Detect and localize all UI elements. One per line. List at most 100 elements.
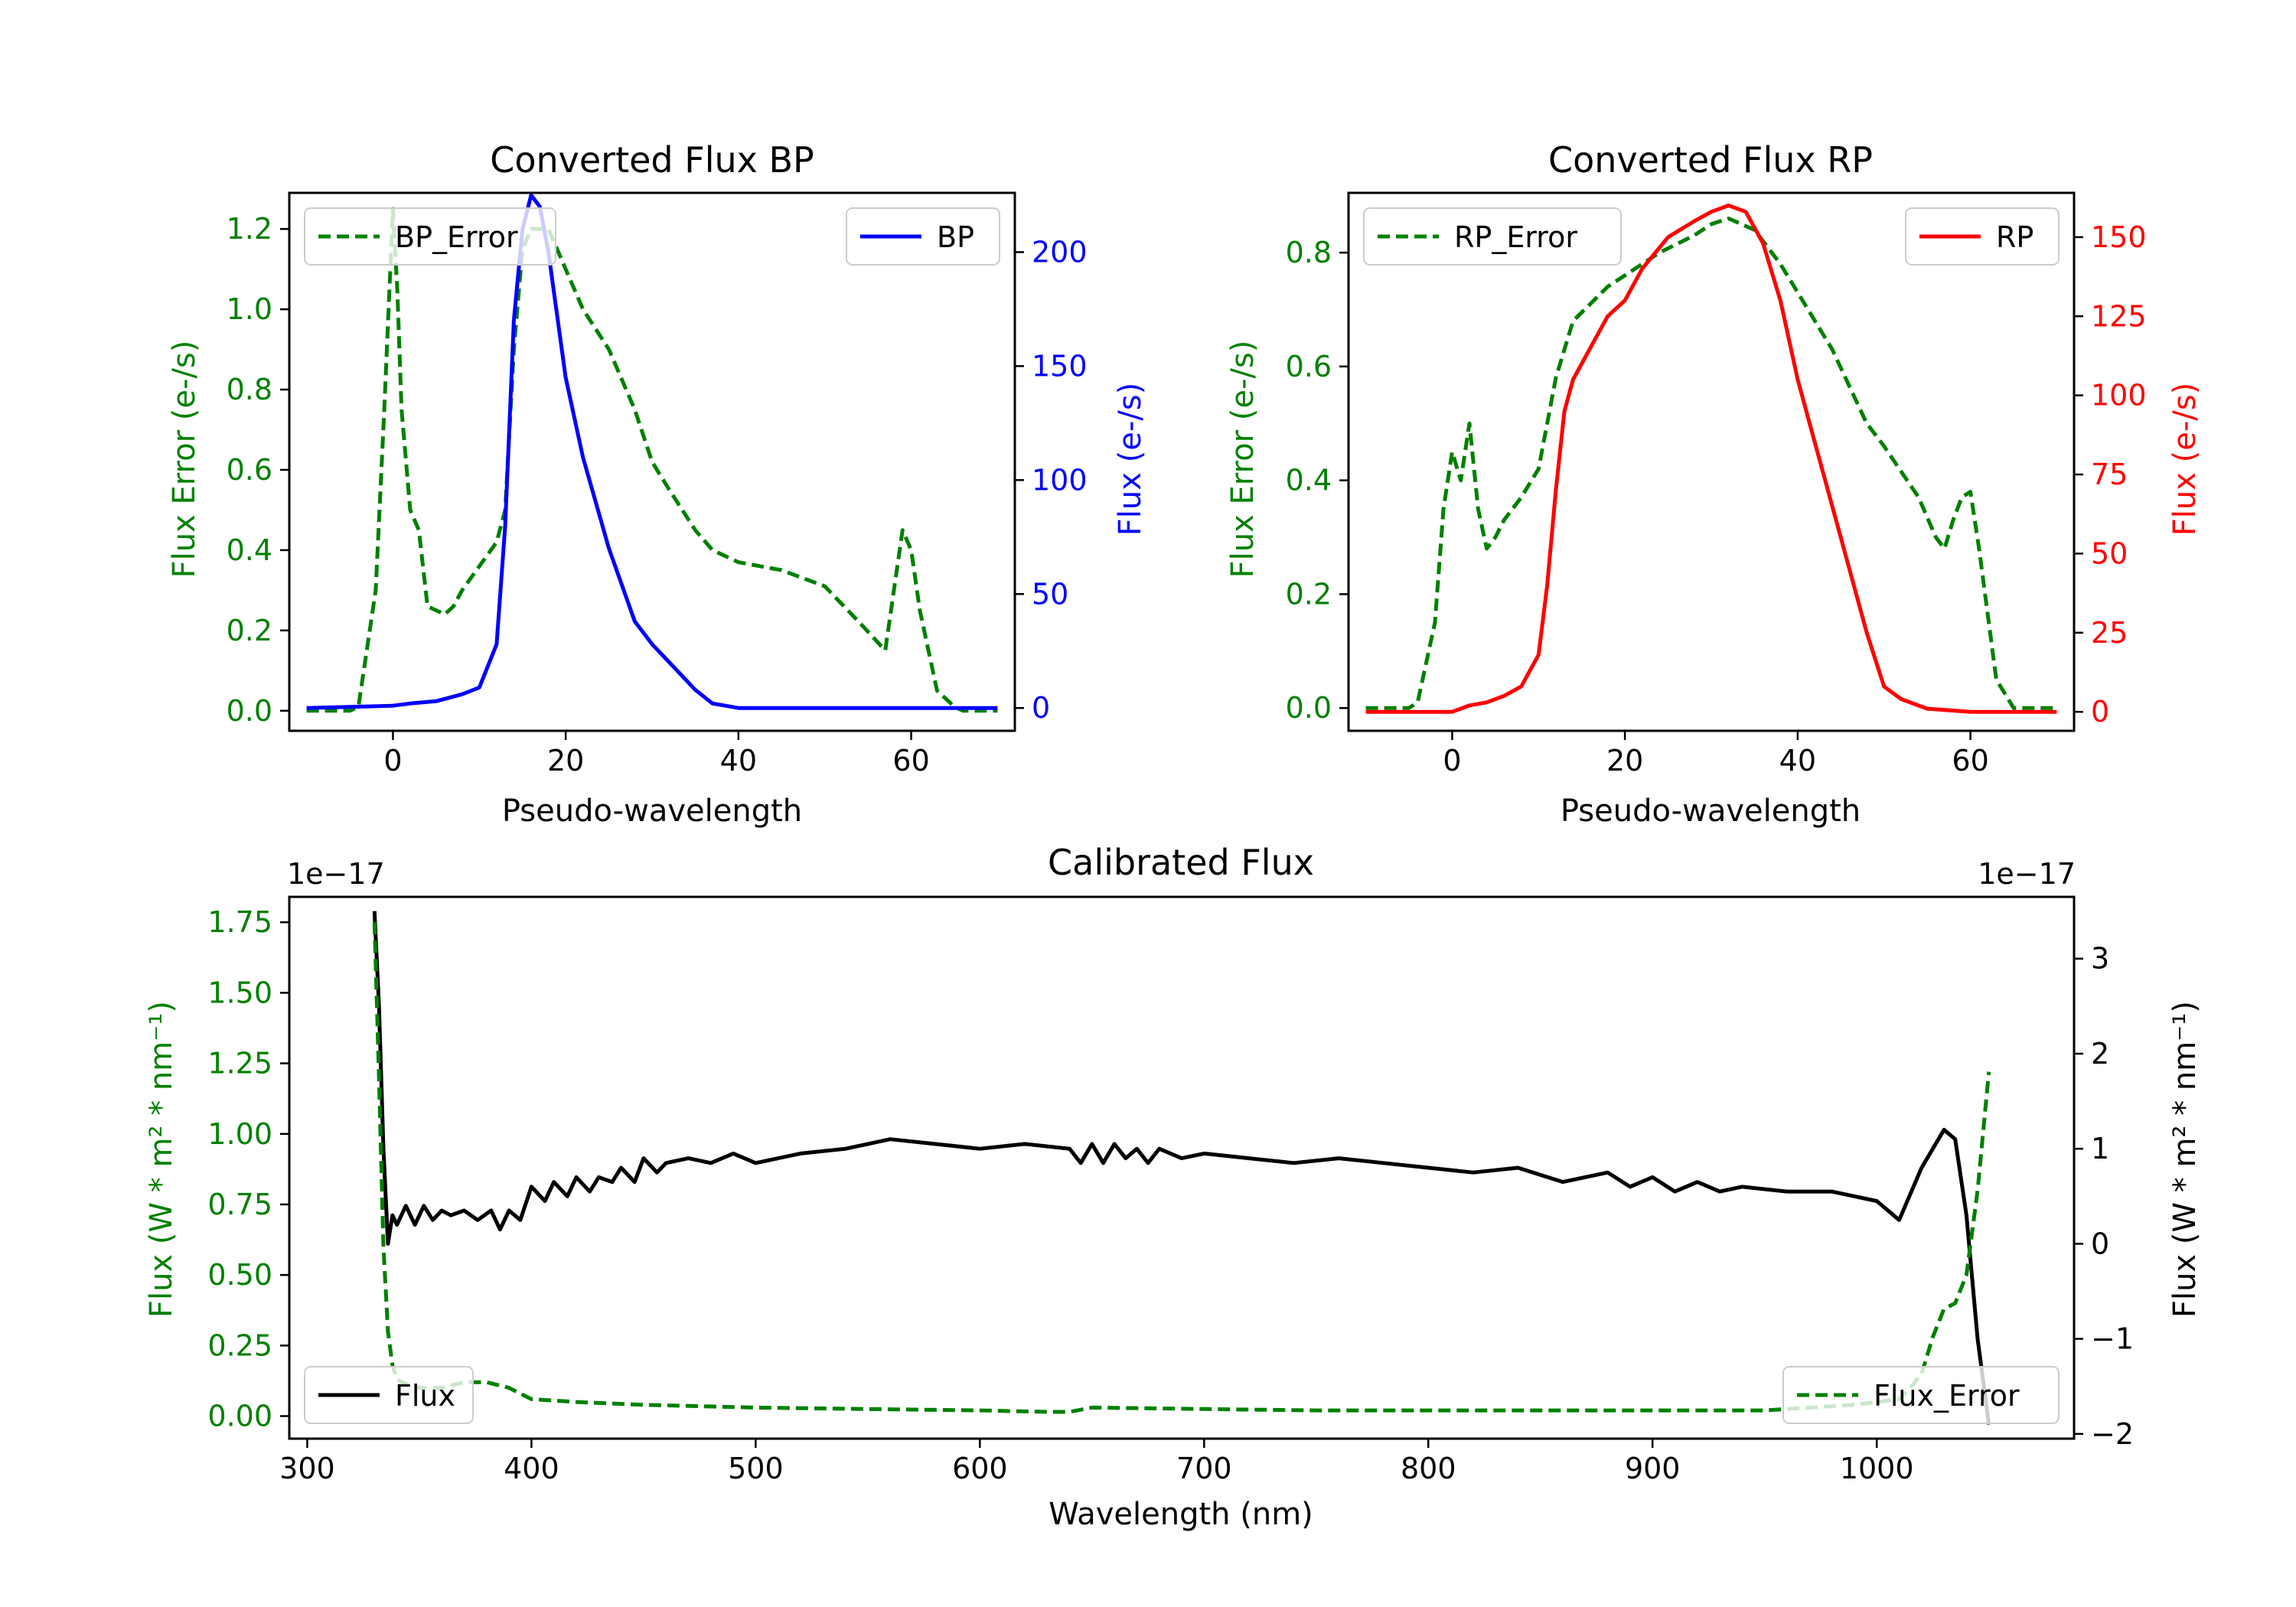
bp-xtick-label: 40 xyxy=(720,744,757,777)
cal-left-offset-label: 1e−17 xyxy=(287,857,385,891)
rp-left-ytick-label: 0.4 xyxy=(1286,464,1332,497)
bp-left-ytick-label: 0.2 xyxy=(227,614,272,647)
cal-xtick-label: 900 xyxy=(1625,1452,1681,1485)
cal-xtick-label: 400 xyxy=(504,1452,559,1485)
bp-xtick-label: 20 xyxy=(547,744,584,777)
rp-right-ytick-label: 100 xyxy=(2091,379,2147,412)
cal-right-offset-label: 1e−17 xyxy=(1978,857,2076,891)
bp-right-ytick-label: 0 xyxy=(1032,691,1050,725)
cal-legend-box xyxy=(304,1366,474,1424)
rp-left-ytick-label: 0.2 xyxy=(1286,577,1332,611)
cal-legend-box xyxy=(1782,1366,2060,1424)
cal-panel: Calibrated Flux 300 400 500 600 700 800 900 100… xyxy=(144,842,2203,1532)
bp-left-ytick-label: 1.2 xyxy=(227,212,272,246)
bp-panel: Converted Flux BP 0 20 40 60 0.0 0.2 0.4 0.6 0.8… xyxy=(167,139,1148,829)
cal-left-ytick-label: 1.50 xyxy=(207,976,272,1009)
rp-legend-rp-error: RP_Error xyxy=(1363,207,1622,266)
cal-legend-flux: Flux xyxy=(304,1366,474,1424)
cal-legend-label: Flux_Error xyxy=(1874,1379,2020,1413)
cal-plot: 300 400 500 600 700 800 900 1000 0.00 0.25 0.50 0.7… xyxy=(207,895,2134,1485)
bp-left-ytick-label: 1.0 xyxy=(227,292,272,326)
bp-left-ytick-label: 0.4 xyxy=(227,533,272,567)
rp-title: Converted Flux RP xyxy=(1548,139,1873,181)
cal-right-ytick-label: 1 xyxy=(2091,1132,2109,1165)
bp-legend-label: BP_Error xyxy=(395,220,518,254)
rp-left-ylabel: Flux Error (e-/s) xyxy=(1225,341,1261,579)
rp-legend-label: RP_Error xyxy=(1454,220,1577,254)
cal-left-ytick-label: 1.25 xyxy=(207,1047,272,1081)
cal-left-ytick-label: 0.00 xyxy=(207,1400,272,1433)
cal-title: Calibrated Flux xyxy=(1048,842,1314,883)
rp-xtick-label: 40 xyxy=(1779,744,1816,777)
rp-right-ytick-label: 0 xyxy=(2091,695,2109,729)
rp-series-rp-error xyxy=(1365,217,2057,710)
cal-xtick-label: 600 xyxy=(952,1452,1008,1485)
rp-legend-rp: RP xyxy=(1905,207,2060,266)
rp-right-ytick-label: 25 xyxy=(2091,616,2128,650)
bp-plot: 0 20 40 60 0.0 0.2 0.4 0.6 0.8 1.0 1.2 0 50 100 150 200… xyxy=(227,191,1088,777)
bp-series-bp xyxy=(306,193,998,710)
cal-left-ytick-label: 0.75 xyxy=(207,1188,272,1221)
bp-legend-bp-error: BP_Error xyxy=(304,207,556,266)
rp-xtick-label: 0 xyxy=(1443,744,1461,777)
rp-legend-box xyxy=(1905,207,2060,266)
cal-left-ytick-label: 0.25 xyxy=(207,1328,272,1362)
cal-xlabel: Wavelength (nm) xyxy=(1049,1497,1313,1532)
bp-legend-label: BP xyxy=(937,220,974,254)
bp-xtick-label: 60 xyxy=(892,744,929,777)
bp-right-ylabel: Flux (e-/s) xyxy=(1113,383,1148,536)
cal-xtick-label: 800 xyxy=(1401,1452,1456,1485)
rp-series-rp xyxy=(1365,204,2057,714)
rp-right-ylabel: Flux (e-/s) xyxy=(2167,383,2203,536)
bp-legend-box xyxy=(846,207,1000,266)
cal-xtick-label: 500 xyxy=(728,1452,784,1485)
cal-left-ytick-label: 1.00 xyxy=(207,1117,272,1151)
rp-xtick-label: 20 xyxy=(1606,744,1643,777)
cal-left-ytick-label: 0.50 xyxy=(207,1258,272,1292)
rp-left-ytick-label: 0.0 xyxy=(1286,691,1332,725)
cal-xtick-label: 700 xyxy=(1176,1452,1232,1485)
cal-series-flux xyxy=(372,911,1991,1425)
rp-legend-label: RP xyxy=(1996,220,2033,254)
bp-right-ytick-label: 200 xyxy=(1032,235,1088,269)
bp-left-ytick-label: 0.6 xyxy=(227,453,272,487)
bp-legend-box xyxy=(304,207,556,266)
cal-axes-frame xyxy=(288,895,2076,1440)
cal-legend-flux-error: Flux_Error xyxy=(1782,1366,2060,1424)
rp-axes-frame xyxy=(1347,191,2076,732)
rp-right-ytick-label: 125 xyxy=(2091,299,2147,333)
rp-left-ytick-label: 0.6 xyxy=(1286,350,1332,383)
rp-right-ytick-label: 75 xyxy=(2091,458,2128,491)
cal-right-ytick-label: 3 xyxy=(2091,942,2109,976)
bp-left-ytick-label: 0.0 xyxy=(227,694,272,728)
rp-legend-box xyxy=(1363,207,1622,266)
cal-left-ytick-label: 1.75 xyxy=(207,905,272,939)
cal-right-ytick-label: −2 xyxy=(2091,1417,2134,1451)
bp-xlabel: Pseudo-wavelength xyxy=(502,794,802,829)
cal-legend-label: Flux xyxy=(395,1379,455,1413)
bp-series-bp-error xyxy=(306,207,998,713)
bp-legend-bp: BP xyxy=(846,207,1000,266)
rp-xlabel: Pseudo-wavelength xyxy=(1561,794,1861,829)
bp-left-ytick-label: 0.8 xyxy=(227,373,272,406)
bp-xtick-label: 0 xyxy=(383,744,402,777)
rp-plot: 0 20 40 60 0.0 0.2 0.4 0.6 0.8 0 25 50 75 100 125 150 RP… xyxy=(1286,191,2147,777)
rp-xtick-label: 60 xyxy=(1952,744,1988,777)
cal-series-flux-error xyxy=(372,922,1991,1414)
bp-right-ytick-label: 100 xyxy=(1032,463,1088,497)
cal-xtick-label: 300 xyxy=(279,1452,335,1485)
bp-axes-frame xyxy=(288,191,1016,732)
bp-right-ytick-label: 50 xyxy=(1032,577,1068,611)
cal-left-ylabel: Flux (W * m² * nm⁻¹) xyxy=(144,1001,179,1318)
cal-right-ytick-label: −1 xyxy=(2091,1322,2134,1356)
cal-xtick-label: 1000 xyxy=(1840,1452,1914,1485)
bp-right-ytick-label: 150 xyxy=(1032,349,1088,383)
bp-left-ylabel: Flux Error (e-/s) xyxy=(167,341,202,579)
rp-panel: Converted Flux RP 0 20 40 60 0.0 0.2 0.4 0.6 0.8… xyxy=(1225,139,2203,829)
bp-title: Converted Flux BP xyxy=(490,139,814,181)
cal-right-ylabel: Flux (W * m² * nm⁻¹) xyxy=(2167,1001,2203,1318)
rp-right-ytick-label: 50 xyxy=(2091,536,2128,570)
rp-right-ytick-label: 150 xyxy=(2091,220,2147,254)
cal-right-ytick-label: 2 xyxy=(2091,1037,2109,1071)
